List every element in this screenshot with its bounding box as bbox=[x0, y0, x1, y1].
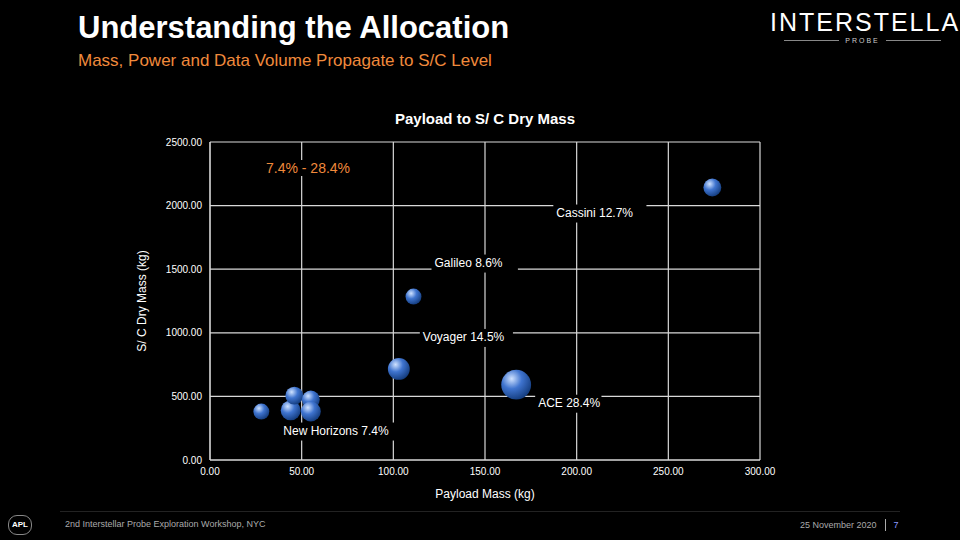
svg-text:0.00: 0.00 bbox=[183, 455, 203, 466]
svg-text:2000.00: 2000.00 bbox=[166, 200, 203, 211]
svg-text:250.00: 250.00 bbox=[653, 466, 684, 477]
html-text:2nd Interstellar Probe Explora: 2nd Interstellar Probe Exploration Works… bbox=[65, 519, 266, 529]
html-text:7.4% - 28.4%: 7.4% - 28.4% bbox=[266, 160, 351, 176]
svg-text:1000.00: 1000.00 bbox=[166, 327, 203, 338]
svg-text:2500.00: 2500.00 bbox=[166, 137, 203, 148]
svg-text:0.00: 0.00 bbox=[200, 466, 220, 477]
svg-text:1500.00: 1500.00 bbox=[166, 264, 203, 275]
svg-text:ACE 28.4%: ACE 28.4% bbox=[538, 396, 600, 410]
svg-text:50.00: 50.00 bbox=[289, 466, 314, 477]
svg-text:300.00: 300.00 bbox=[745, 466, 776, 477]
html-text:Payload to S/ C Dry Mass: Payload to S/ C Dry Mass bbox=[395, 110, 575, 127]
svg-text:S/ C Dry Mass (kg): S/ C Dry Mass (kg) bbox=[135, 250, 149, 351]
svg-text:500.00: 500.00 bbox=[171, 391, 202, 402]
html-text:7: 7 bbox=[893, 520, 899, 530]
svg-text:100.00: 100.00 bbox=[378, 466, 409, 477]
svg-text:200.00: 200.00 bbox=[561, 466, 592, 477]
svg-text:Cassini 12.7%: Cassini 12.7% bbox=[556, 206, 633, 220]
svg-text:New Horizons 7.4%: New Horizons 7.4% bbox=[283, 424, 389, 438]
html-text:25 November 2020: 25 November 2020 bbox=[800, 520, 877, 530]
html-text:APL: APL bbox=[12, 520, 28, 529]
svg-text:Voyager 14.5%: Voyager 14.5% bbox=[423, 330, 505, 344]
html-text:Mass, Power and Data Volume Pr: Mass, Power and Data Volume Propagate to… bbox=[78, 51, 492, 70]
svg-text:Payload Mass (kg): Payload Mass (kg) bbox=[435, 487, 534, 501]
html-text:Understanding the Allocation: Understanding the Allocation bbox=[78, 10, 510, 45]
svg-text:150.00: 150.00 bbox=[470, 466, 501, 477]
svg-text:Galileo 8.6%: Galileo 8.6% bbox=[435, 256, 503, 270]
html-text:PROBE: PROBE bbox=[845, 37, 880, 44]
